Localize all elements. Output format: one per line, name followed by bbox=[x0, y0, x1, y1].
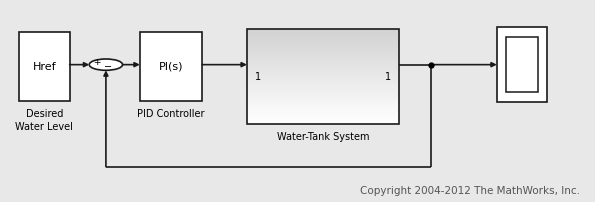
FancyBboxPatch shape bbox=[247, 96, 399, 98]
FancyBboxPatch shape bbox=[247, 63, 399, 65]
FancyBboxPatch shape bbox=[247, 52, 399, 54]
FancyBboxPatch shape bbox=[247, 79, 399, 81]
FancyBboxPatch shape bbox=[247, 101, 399, 103]
Text: 1: 1 bbox=[255, 72, 261, 82]
FancyBboxPatch shape bbox=[247, 90, 399, 92]
FancyBboxPatch shape bbox=[247, 58, 399, 60]
FancyBboxPatch shape bbox=[247, 65, 399, 67]
FancyBboxPatch shape bbox=[247, 100, 399, 101]
FancyBboxPatch shape bbox=[247, 77, 399, 79]
FancyBboxPatch shape bbox=[247, 50, 399, 52]
Text: +: + bbox=[93, 58, 101, 67]
Circle shape bbox=[89, 59, 123, 70]
FancyBboxPatch shape bbox=[19, 32, 70, 101]
FancyBboxPatch shape bbox=[247, 109, 399, 111]
FancyBboxPatch shape bbox=[247, 107, 399, 109]
Text: Water-Tank System: Water-Tank System bbox=[277, 132, 369, 142]
FancyBboxPatch shape bbox=[247, 119, 399, 120]
FancyBboxPatch shape bbox=[247, 33, 399, 35]
FancyBboxPatch shape bbox=[247, 73, 399, 75]
FancyBboxPatch shape bbox=[247, 84, 399, 86]
FancyBboxPatch shape bbox=[140, 32, 202, 101]
Text: −: − bbox=[104, 62, 112, 73]
FancyBboxPatch shape bbox=[247, 122, 399, 124]
FancyBboxPatch shape bbox=[247, 39, 399, 41]
FancyBboxPatch shape bbox=[247, 46, 399, 48]
FancyBboxPatch shape bbox=[247, 54, 399, 56]
FancyBboxPatch shape bbox=[247, 60, 399, 62]
FancyBboxPatch shape bbox=[247, 31, 399, 33]
FancyBboxPatch shape bbox=[247, 92, 399, 94]
FancyBboxPatch shape bbox=[247, 86, 399, 88]
FancyBboxPatch shape bbox=[497, 27, 547, 102]
Text: Desired
Water Level: Desired Water Level bbox=[15, 109, 73, 132]
FancyBboxPatch shape bbox=[247, 120, 399, 122]
FancyBboxPatch shape bbox=[247, 117, 399, 119]
FancyBboxPatch shape bbox=[247, 44, 399, 46]
FancyBboxPatch shape bbox=[247, 37, 399, 39]
FancyBboxPatch shape bbox=[247, 56, 399, 58]
Text: 1: 1 bbox=[385, 72, 391, 82]
Text: PID Controller: PID Controller bbox=[137, 109, 205, 119]
FancyBboxPatch shape bbox=[247, 69, 399, 71]
Text: Copyright 2004-2012 The MathWorks, Inc.: Copyright 2004-2012 The MathWorks, Inc. bbox=[360, 186, 580, 196]
FancyBboxPatch shape bbox=[247, 41, 399, 43]
FancyBboxPatch shape bbox=[247, 48, 399, 50]
FancyBboxPatch shape bbox=[247, 103, 399, 105]
FancyBboxPatch shape bbox=[247, 81, 399, 82]
FancyBboxPatch shape bbox=[247, 115, 399, 117]
Text: PI(s): PI(s) bbox=[159, 62, 183, 72]
FancyBboxPatch shape bbox=[247, 35, 399, 37]
FancyBboxPatch shape bbox=[506, 37, 538, 92]
FancyBboxPatch shape bbox=[247, 111, 399, 113]
FancyBboxPatch shape bbox=[247, 105, 399, 107]
FancyBboxPatch shape bbox=[247, 98, 399, 100]
FancyBboxPatch shape bbox=[247, 71, 399, 73]
FancyBboxPatch shape bbox=[247, 94, 399, 96]
FancyBboxPatch shape bbox=[247, 88, 399, 90]
Text: Href: Href bbox=[33, 62, 56, 72]
FancyBboxPatch shape bbox=[247, 67, 399, 69]
FancyBboxPatch shape bbox=[247, 62, 399, 63]
FancyBboxPatch shape bbox=[247, 82, 399, 84]
FancyBboxPatch shape bbox=[247, 75, 399, 77]
FancyBboxPatch shape bbox=[247, 113, 399, 115]
FancyBboxPatch shape bbox=[247, 43, 399, 44]
FancyBboxPatch shape bbox=[247, 29, 399, 31]
